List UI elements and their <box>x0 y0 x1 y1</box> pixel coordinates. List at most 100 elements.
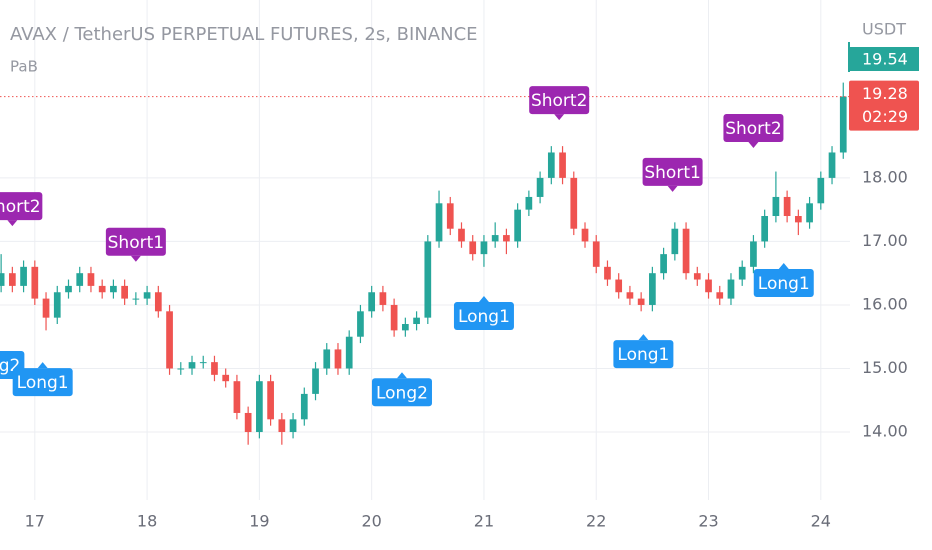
x-tick-label: 23 <box>698 512 718 531</box>
candle-body <box>727 279 735 299</box>
x-tick-label: 24 <box>811 512 831 531</box>
candle-body <box>559 152 566 178</box>
signal-pointer <box>748 142 759 149</box>
x-tick-label: 19 <box>249 512 269 531</box>
signal-label: Long1 <box>453 296 514 331</box>
candle-body <box>682 228 690 274</box>
candle-body <box>121 285 128 299</box>
candle-body <box>738 266 746 280</box>
candle-body <box>300 393 308 420</box>
indicator-name: PaB <box>10 58 38 76</box>
candle-body <box>379 292 387 305</box>
candle-body <box>267 381 274 420</box>
candle-body <box>345 336 353 369</box>
signal-label: Short2 <box>529 86 590 121</box>
candle-body <box>244 412 252 433</box>
candle-body <box>312 368 319 394</box>
candle-body <box>671 228 679 255</box>
signal-pointer <box>638 334 649 341</box>
signal-label: Short2 <box>0 192 43 227</box>
candle-body <box>514 209 521 242</box>
candle-body <box>705 279 712 293</box>
x-tick-label: 18 <box>137 512 157 531</box>
signal-pointer <box>37 362 48 369</box>
candle-body <box>334 349 342 369</box>
candle-body <box>772 196 780 217</box>
signal-label: Long1 <box>613 334 674 369</box>
signal-box <box>371 378 432 407</box>
candle-body <box>0 273 5 286</box>
signal-text: Short2 <box>0 197 41 217</box>
candle-body <box>323 349 331 369</box>
candle-body <box>626 292 634 299</box>
candle-body <box>604 266 611 280</box>
candle-body <box>525 196 533 210</box>
grid <box>0 0 850 500</box>
candle-body <box>199 362 207 364</box>
signal-pointer <box>478 296 489 303</box>
signal-pointer <box>396 372 407 379</box>
axes: 14.00 15.00 16.00 17.00 18.00 17 18 19 20 21 22 23 2… <box>25 42 919 531</box>
candle-body <box>390 304 398 331</box>
candle-body <box>98 285 106 293</box>
candle-body <box>503 235 510 242</box>
candle-body <box>592 241 600 267</box>
candle-body <box>536 177 544 197</box>
high-price-label: 19.54 <box>862 50 908 69</box>
candle-body <box>188 362 196 369</box>
signal-box <box>529 86 590 115</box>
signal-pointer <box>778 263 789 270</box>
candle-body <box>839 96 847 153</box>
candle-body <box>693 273 701 280</box>
candle-body <box>491 235 499 242</box>
candle-body <box>649 273 656 305</box>
signal-text: Long1 <box>758 274 810 294</box>
candle-body <box>660 254 667 274</box>
signal-box <box>453 302 514 331</box>
candle-body <box>761 216 769 242</box>
signal-box <box>642 157 703 186</box>
candle-body <box>20 266 27 286</box>
signal-label: Short2 <box>723 114 784 149</box>
signal-text: Long1 <box>617 345 669 365</box>
candle-body <box>42 298 50 318</box>
signal-label: Long2 <box>371 372 432 407</box>
candle-body <box>289 419 297 433</box>
candle-body <box>401 324 409 331</box>
candle-body <box>750 241 757 267</box>
y-tick-label: 14.00 <box>862 422 908 441</box>
signal-text: Short1 <box>644 163 700 183</box>
candle-body <box>166 311 173 369</box>
currency: USDT <box>862 20 906 39</box>
candle-body <box>446 203 454 229</box>
candle-body <box>783 196 791 217</box>
candle-body <box>233 381 241 413</box>
signal-pointer <box>7 220 18 227</box>
candle-body <box>716 292 724 299</box>
signal-text: Long2 <box>376 383 428 403</box>
last-price-box <box>849 80 919 131</box>
candle-body <box>8 273 16 286</box>
candle-body <box>413 317 420 325</box>
candle-body <box>547 152 555 178</box>
signal-text: Short2 <box>725 119 781 139</box>
y-tick-label: 16.00 <box>862 294 908 313</box>
plot-area: Short2Long2Long1Short1Long2Long1Short2Lo… <box>0 82 850 445</box>
candle-body <box>65 285 72 293</box>
candle-body <box>637 298 645 305</box>
candle-body <box>154 292 162 312</box>
candle-body <box>828 152 836 178</box>
signal-box <box>753 269 814 298</box>
candle-body <box>222 374 230 382</box>
candle-body <box>435 203 443 242</box>
signal-pointer <box>554 114 565 121</box>
candle-body <box>817 177 825 204</box>
signal-label: Short1 <box>642 157 703 192</box>
candle-body <box>177 368 185 370</box>
signal-box <box>613 340 674 369</box>
x-tick-label: 20 <box>361 512 381 531</box>
x-tick-label: 17 <box>25 512 45 531</box>
y-tick-label: 17.00 <box>862 231 908 250</box>
candle-body <box>368 292 376 312</box>
